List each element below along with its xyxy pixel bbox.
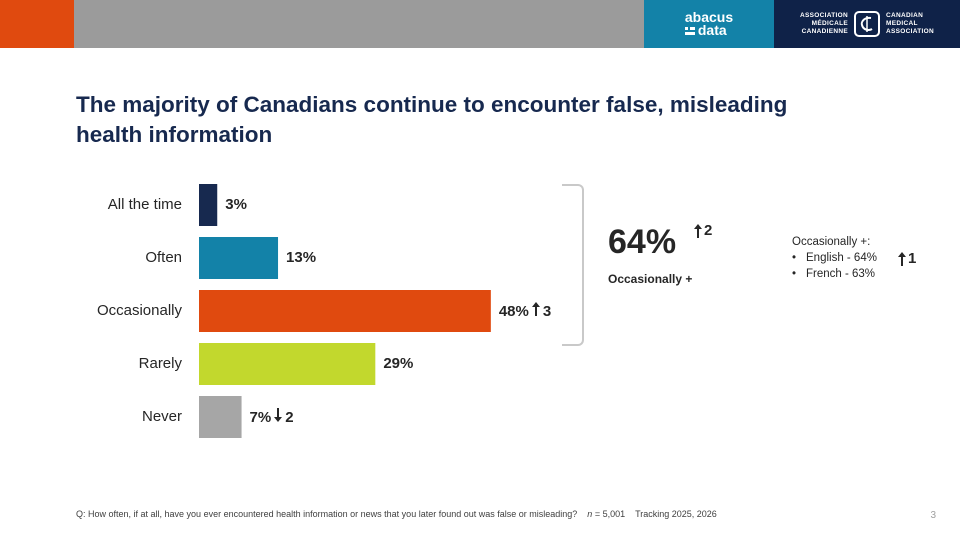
cma-left-line: médicale bbox=[811, 20, 848, 27]
category-label: All the time bbox=[107, 196, 182, 213]
occasionally-plus-bracket bbox=[562, 184, 584, 346]
cma-left-line: Association bbox=[800, 12, 848, 19]
breakdown-item: English - 64% bbox=[792, 250, 877, 266]
down-arrow-icon bbox=[274, 408, 283, 426]
category-label: Occasionally bbox=[96, 302, 182, 319]
category-label: Rarely bbox=[138, 355, 182, 372]
breakdown-item: French - 63% bbox=[792, 266, 877, 282]
value-label: 13% bbox=[286, 249, 317, 266]
bar-all-the-time bbox=[199, 184, 218, 226]
value-label: 29% bbox=[383, 355, 414, 372]
slide-title: The majority of Canadians continue to en… bbox=[76, 92, 788, 147]
value-label: 3% bbox=[225, 196, 247, 213]
cma-left-line: canadienne bbox=[801, 28, 848, 35]
bar-rarely bbox=[199, 343, 376, 385]
up-arrow-icon bbox=[898, 251, 906, 266]
survey-footnote: Q: How often, if at all, have you ever e… bbox=[76, 509, 717, 519]
sample-size-value: = 5,001 bbox=[592, 509, 626, 519]
abacus-logo-line1: abacus bbox=[684, 9, 734, 25]
up-arrow-icon bbox=[694, 223, 702, 238]
value-label: 48% 3 bbox=[498, 302, 552, 320]
page-number: 3 bbox=[930, 510, 936, 521]
cma-logo: Association médicale canadienne Canadian… bbox=[774, 0, 960, 48]
language-breakdown: Occasionally +: English - 64% French - 6… bbox=[792, 234, 877, 282]
breakdown-change: 1 bbox=[898, 250, 916, 267]
bar-often bbox=[199, 237, 279, 279]
abacus-logo-line2: data bbox=[697, 22, 727, 38]
question-text: Q: How often, if at all, have you ever e… bbox=[76, 509, 578, 519]
header-bar: abacus data Association médicale canadie… bbox=[0, 0, 960, 48]
abacus-dots-icon bbox=[684, 27, 695, 35]
change-value: 2 bbox=[285, 408, 294, 426]
summary-label: Occasionally + bbox=[608, 272, 693, 286]
summary-value: 64% bbox=[608, 223, 677, 261]
cma-right-line: Association bbox=[886, 28, 934, 35]
cma-right-line: Canadian bbox=[886, 12, 924, 19]
brand-accent-block bbox=[0, 0, 74, 48]
summary-change: 2 bbox=[694, 222, 712, 239]
header-gray-band bbox=[74, 0, 644, 48]
cma-emblem-icon bbox=[854, 11, 880, 37]
category-label: Never bbox=[141, 408, 182, 425]
up-arrow-icon bbox=[531, 302, 540, 320]
sample-size-label: n bbox=[587, 509, 593, 519]
category-label: Often bbox=[145, 249, 182, 266]
abacus-data-logo: abacus data bbox=[644, 0, 774, 48]
tracking-note: Tracking 2025, 2026 bbox=[635, 509, 717, 519]
bar-never bbox=[199, 396, 242, 438]
cma-right-line: Medical bbox=[886, 20, 918, 27]
change-value: 3 bbox=[542, 302, 552, 320]
breakdown-change-value: 1 bbox=[908, 250, 917, 267]
bar-occasionally bbox=[199, 290, 491, 332]
summary-change-value: 2 bbox=[704, 222, 713, 239]
value-label: 7% 2 bbox=[249, 408, 294, 426]
breakdown-heading: Occasionally +: bbox=[792, 236, 871, 248]
